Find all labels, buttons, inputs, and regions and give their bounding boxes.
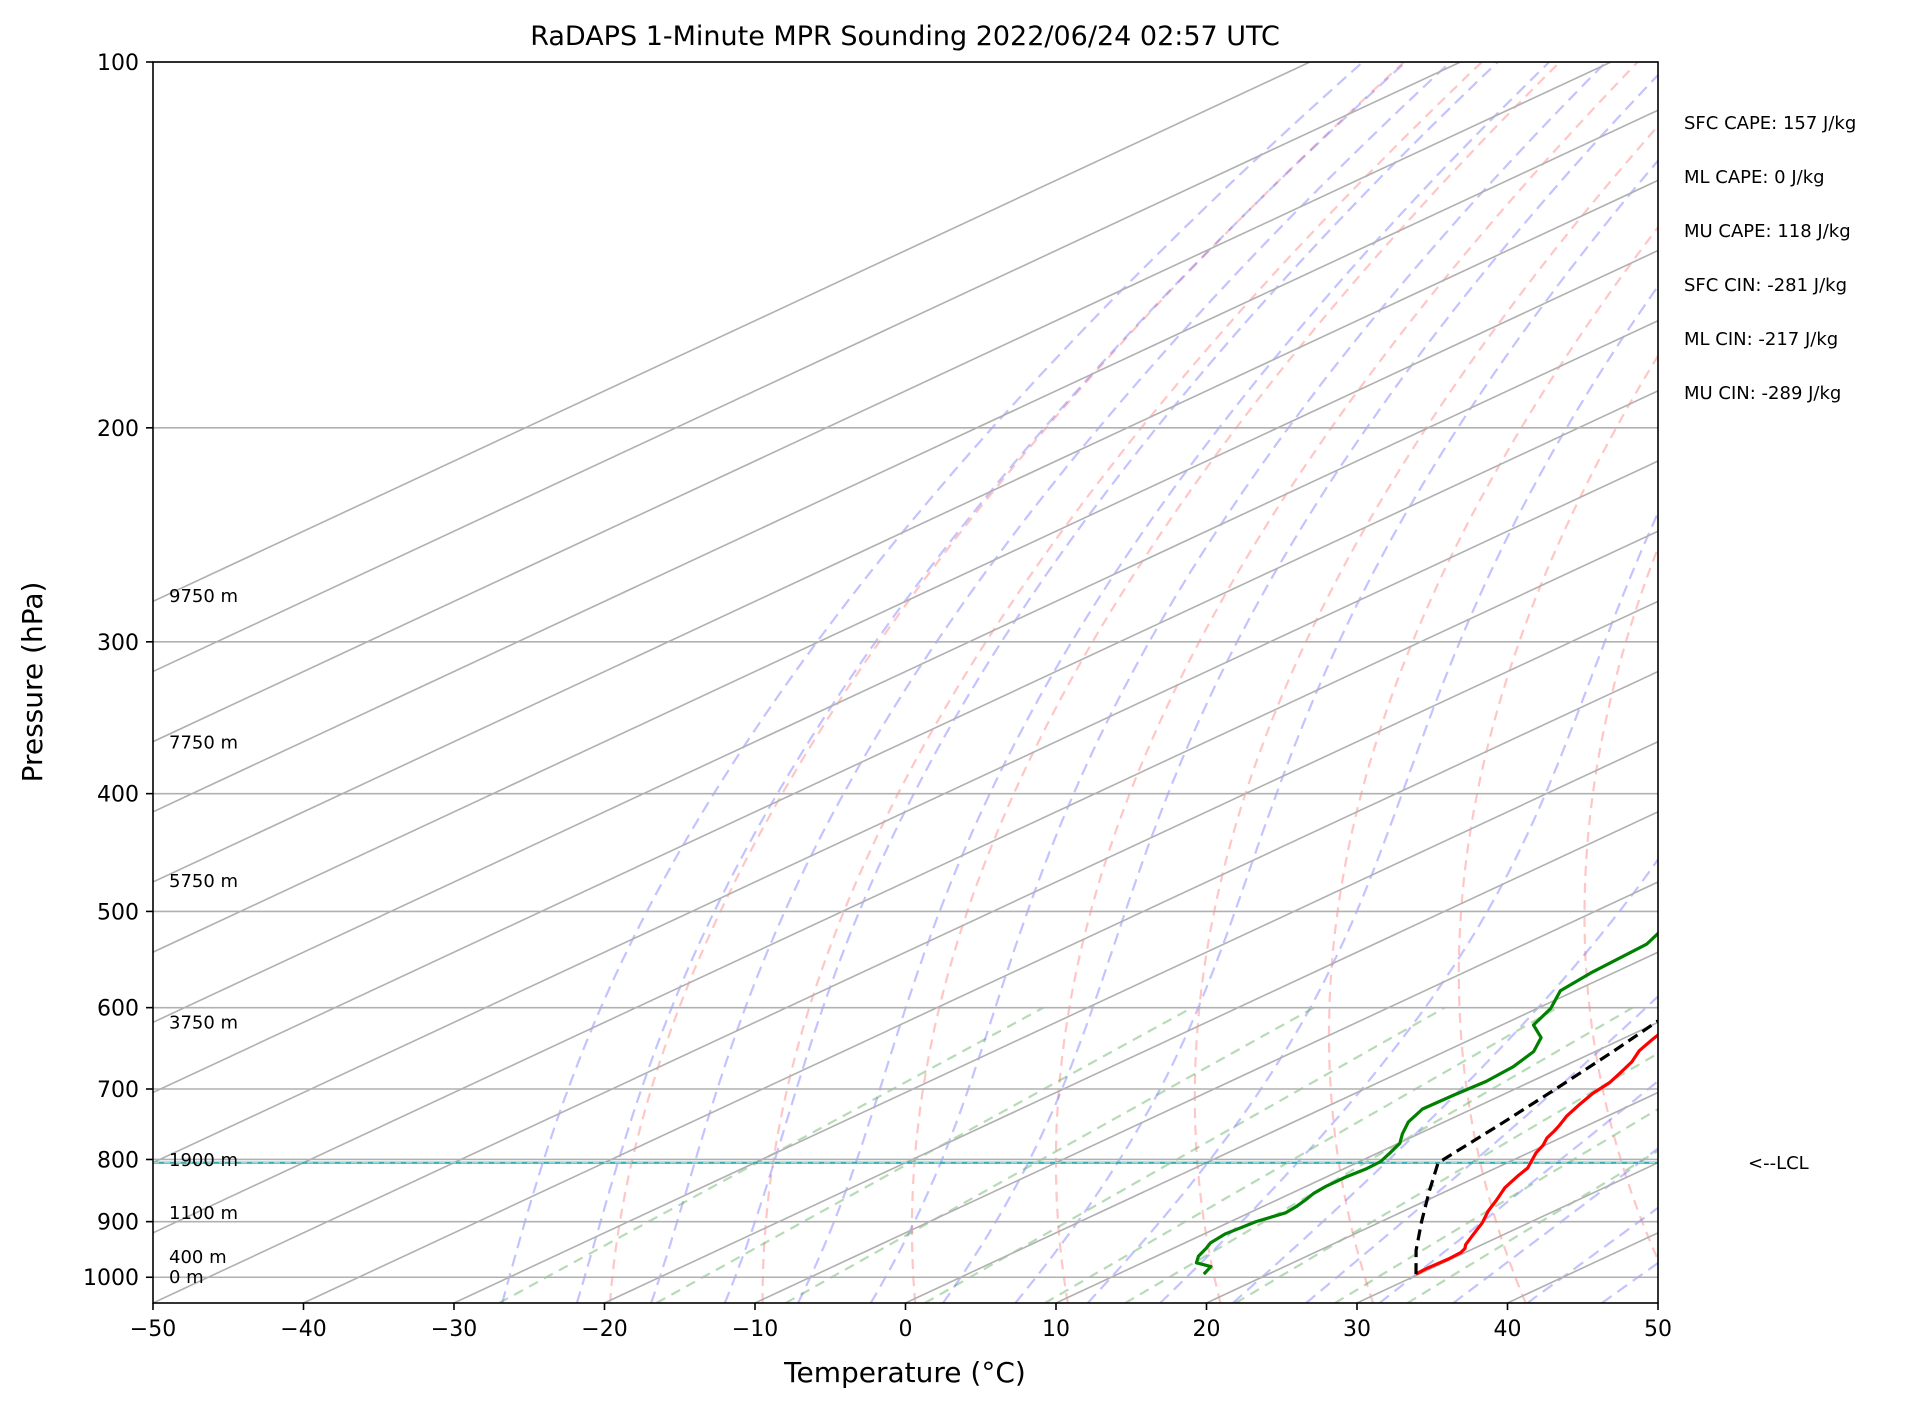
height-label: 400 m (169, 1247, 227, 1268)
stat-text: MU CAPE: 118 J/kg (1684, 221, 1851, 242)
isotherm (153, 62, 1461, 673)
mixing-ratio-line (1044, 1006, 1559, 1303)
moist-adiabat (1086, 284, 1658, 1303)
y-tick-label: 800 (97, 1148, 139, 1173)
mixing-ratio-line (1334, 1107, 1658, 1303)
y-tick-label: 600 (97, 997, 139, 1022)
mixing-ratio-line (1235, 1052, 1658, 1303)
y-tick-label: 400 (97, 783, 139, 808)
moist-adiabat (1601, 1261, 1658, 1303)
height-label: 1100 m (169, 1203, 238, 1224)
stat-text: SFC CAPE: 157 J/kg (1684, 113, 1856, 134)
dry-adiabat (1327, 225, 1658, 1303)
moist-adiabat (797, 62, 1550, 1303)
x-tick-label: 20 (1193, 1317, 1221, 1342)
moist-adiabat (1526, 1206, 1658, 1303)
isotherm (153, 62, 1612, 743)
parcel-path-line (1414, 1018, 1658, 1275)
y-tick-label: 700 (97, 1078, 139, 1103)
height-label: 7750 m (169, 732, 238, 753)
mixing-ratio-line (785, 1006, 1315, 1303)
lcl-label: <--LCL (1748, 1153, 1809, 1174)
x-tick-label: −40 (280, 1317, 326, 1342)
moist-adiabat (1378, 1079, 1658, 1303)
dewpoint-line (1194, 931, 1658, 1276)
dry-adiabat (1706, 62, 1911, 1303)
x-tick-label: 50 (1644, 1317, 1672, 1342)
x-tick-label: −30 (431, 1317, 477, 1342)
isotherm (153, 109, 1658, 813)
dry-adiabat (608, 62, 1405, 1303)
y-tick-label: 200 (97, 417, 139, 442)
isotherm (153, 319, 1658, 1024)
dry-adiabat (1054, 62, 1639, 1303)
isotherm (153, 530, 1658, 1234)
moist-adiabat (575, 62, 1407, 1303)
moist-adiabat (1014, 159, 1658, 1303)
dry-adiabat (761, 62, 1483, 1303)
mixing-ratio-line (1406, 1149, 1658, 1303)
dry-adiabat (910, 62, 1561, 1303)
stat-text: MU CIN: -289 J/kg (1684, 383, 1841, 404)
isotherm (754, 881, 1658, 1303)
height-label: 5750 m (169, 871, 238, 892)
height-label: 9750 m (169, 586, 238, 607)
dry-adiabat (1457, 353, 1658, 1303)
mixing-ratio-line (655, 1006, 1193, 1303)
x-tick-label: −20 (581, 1317, 627, 1342)
x-tick-label: 0 (899, 1317, 913, 1342)
isotherm (604, 810, 1658, 1303)
height-label: 0 m (169, 1267, 204, 1288)
isotherm (153, 600, 1658, 1303)
isotherm (153, 460, 1658, 1164)
x-tick-label: 30 (1343, 1317, 1371, 1342)
x-tick-label: 10 (1042, 1317, 1070, 1342)
temperature-line (1415, 1032, 1658, 1276)
stat-text: SFC CIN: -281 J/kg (1684, 275, 1847, 296)
x-tick-label: −10 (732, 1317, 778, 1342)
moist-adiabat (1232, 857, 1658, 1303)
y-axis-label: Pressure (hPa) (16, 582, 49, 783)
isotherm (1809, 62, 1911, 1303)
y-tick-label: 500 (97, 900, 139, 925)
y-tick-label: 300 (97, 631, 139, 656)
isotherm (905, 951, 1658, 1303)
moist-adiabat (501, 62, 1364, 1303)
y-tick-label: 1000 (83, 1266, 139, 1291)
mixing-ratio-line (924, 1006, 1446, 1303)
moist-adiabat (650, 62, 1452, 1303)
x-tick-label: −50 (130, 1317, 176, 1342)
mixing-ratio-line (1124, 1006, 1634, 1303)
isotherm (453, 740, 1658, 1303)
height-label: 1900 m (169, 1150, 238, 1171)
stat-text: ML CIN: -217 J/kg (1684, 329, 1838, 350)
chart-title: RaDAPS 1-Minute MPR Sounding 2022/06/24 … (530, 21, 1280, 52)
x-tick-label: 40 (1494, 1317, 1522, 1342)
moist-adiabat (1452, 1147, 1658, 1303)
isotherm (153, 249, 1658, 954)
isotherm (1657, 1302, 1658, 1303)
moist-adiabat (1159, 510, 1658, 1303)
dry-adiabat (1193, 124, 1658, 1303)
isotherm (1055, 1021, 1658, 1303)
dry-adiabat (1824, 62, 1911, 1303)
isotherm (153, 62, 1311, 603)
height-label: 3750 m (169, 1012, 238, 1033)
moist-adiabat (869, 62, 1607, 1303)
isotherm (303, 670, 1658, 1303)
moist-adiabat (723, 62, 1499, 1303)
isotherm (1206, 1091, 1658, 1303)
moist-adiabat (942, 73, 1658, 1303)
y-tick-label: 100 (97, 51, 139, 76)
stat-text: ML CAPE: 0 J/kg (1684, 167, 1825, 188)
isotherm (153, 389, 1658, 1094)
x-axis-label: Temperature (°C) (783, 1356, 1026, 1389)
y-tick-label: 900 (97, 1211, 139, 1236)
dry-adiabat (1583, 544, 1658, 1263)
isotherm (153, 179, 1658, 883)
